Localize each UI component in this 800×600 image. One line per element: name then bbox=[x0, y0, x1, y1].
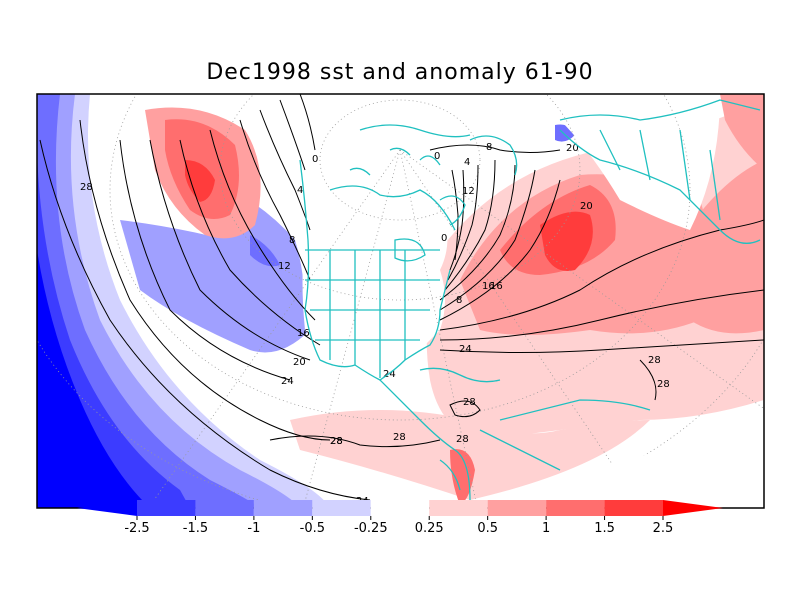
colorbar-tick-label: -2.5 bbox=[124, 521, 149, 536]
colorbar-tick-label: 1.5 bbox=[594, 521, 615, 536]
contour-label: 28 bbox=[657, 379, 670, 390]
contour-label: 28 bbox=[330, 436, 343, 447]
shade-atl-pos-4 bbox=[540, 211, 593, 271]
colorbar-box bbox=[429, 500, 488, 516]
colorbar-box bbox=[604, 500, 663, 516]
shade-land-arctic bbox=[350, 116, 480, 180]
contour-label: 0 bbox=[434, 151, 440, 162]
colorbar-box bbox=[253, 500, 313, 516]
contour-label: 28 bbox=[393, 432, 406, 443]
contour-label: 8 bbox=[289, 235, 295, 246]
contour-label: 28 bbox=[330, 436, 343, 447]
contour-label: 4 bbox=[297, 185, 303, 196]
shade-land-na bbox=[302, 157, 448, 380]
shade-trop-pos bbox=[290, 410, 650, 500]
contour-label: 20 bbox=[566, 143, 579, 154]
contour-label: 24 bbox=[459, 344, 472, 355]
colorbar-tick-label: -1 bbox=[247, 521, 260, 536]
colorbar-box bbox=[312, 500, 371, 516]
colorbar-tick-label: -0.5 bbox=[300, 521, 325, 536]
contour-label: 28 bbox=[648, 355, 661, 366]
contour-label: 24 bbox=[383, 369, 396, 380]
colorbar-arrow-low bbox=[77, 500, 137, 516]
colorbar-box bbox=[546, 500, 605, 516]
contour-label: 8 bbox=[456, 295, 462, 306]
shade-centam-pos bbox=[450, 449, 475, 505]
shade-arctic-pos bbox=[720, 94, 764, 170]
shade-nepac-neg-3 bbox=[250, 235, 280, 267]
contour-label: 16 bbox=[297, 328, 310, 339]
contour-label: 12 bbox=[278, 261, 291, 272]
shade-goa-pos-3 bbox=[185, 160, 215, 202]
anomaly-shading bbox=[37, 94, 764, 508]
colorbar: -2.5 -1.5 -1 -0.5 -0.25 0.25 0.5 1 1.5 2.5 bbox=[77, 500, 723, 536]
colorbar-box bbox=[487, 500, 547, 516]
shade-eatl-pos bbox=[680, 160, 764, 334]
map-title: Dec1998 sst and anomaly 61-90 bbox=[206, 60, 594, 85]
contour-label: 12 bbox=[462, 186, 475, 197]
contour-label: 20 bbox=[580, 201, 593, 212]
contour-label: 16 bbox=[490, 281, 503, 292]
coastlines bbox=[299, 99, 761, 501]
contour-label: 16 bbox=[482, 281, 495, 292]
colorbar-tick-label: 2.5 bbox=[653, 521, 674, 536]
shade-pacific-neg-5 bbox=[37, 250, 150, 508]
colorbar-arrow-high bbox=[663, 500, 723, 516]
colorbar-box bbox=[195, 500, 254, 516]
colorbar-tick-label: -0.25 bbox=[354, 521, 388, 536]
colorbar-tick-label: 0.25 bbox=[415, 521, 444, 536]
contour-label: 20 bbox=[293, 357, 306, 368]
lat-lon-grid bbox=[37, 94, 764, 513]
shade-land-eurasia bbox=[560, 94, 720, 230]
contour-label: 28 bbox=[456, 434, 469, 445]
contour-label: 28 bbox=[80, 182, 93, 193]
colorbar-tick-label: 1 bbox=[542, 521, 550, 536]
contour-label: 8 bbox=[486, 142, 492, 153]
contour-label: 28 bbox=[463, 397, 476, 408]
contour-label: 0 bbox=[312, 154, 318, 165]
colorbar-tick-label: 0.5 bbox=[477, 521, 498, 536]
colorbar-box bbox=[370, 500, 430, 516]
colorbar-box bbox=[137, 500, 196, 516]
contour-label: 4 bbox=[464, 157, 470, 168]
contour-label: 24 bbox=[281, 376, 294, 387]
colorbar-tick-label: -1.5 bbox=[183, 521, 208, 536]
contour-label: 0 bbox=[441, 233, 447, 244]
